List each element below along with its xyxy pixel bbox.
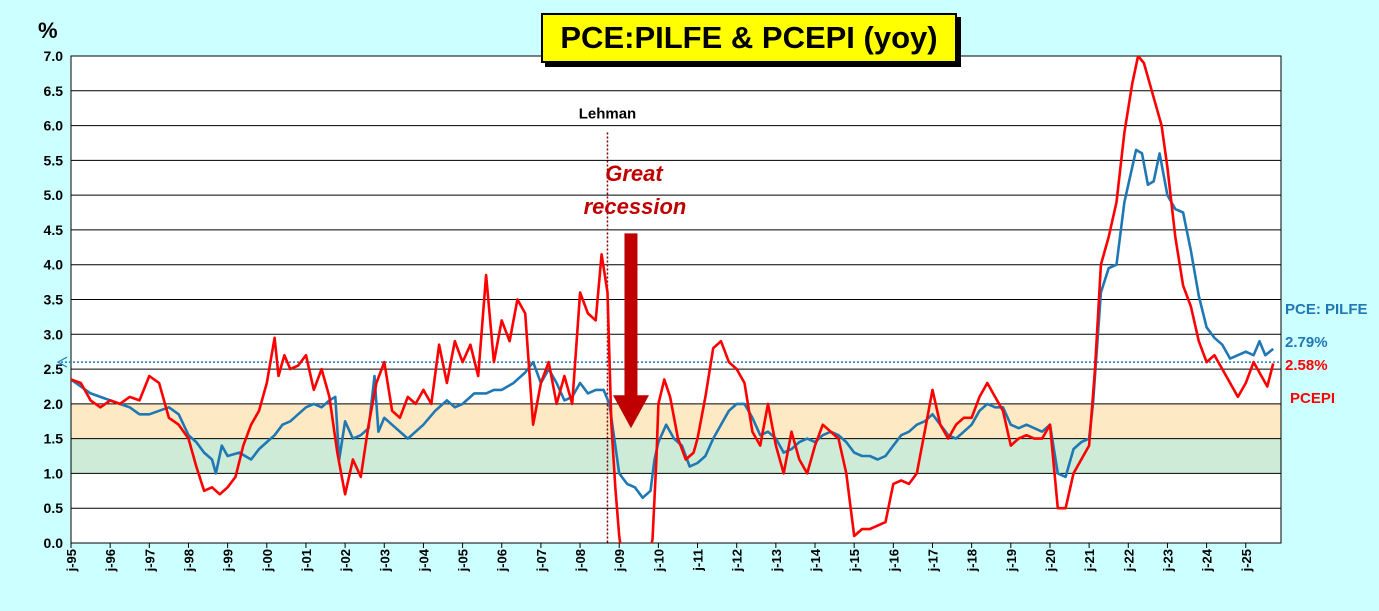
x-tick-label: j-24 bbox=[1200, 548, 1215, 572]
x-tick-label: j-06 bbox=[495, 549, 510, 572]
x-tick-label: j-16 bbox=[886, 549, 901, 572]
x-tick-label: j-25 bbox=[1239, 549, 1254, 572]
down-arrow-icon bbox=[612, 233, 649, 429]
reference-arrow-icon bbox=[56, 356, 68, 368]
x-tick-label: j-10 bbox=[651, 549, 666, 572]
x-tick-label: j-05 bbox=[456, 549, 471, 572]
y-tick-label: 5.0 bbox=[44, 187, 64, 203]
y-tick-label: 2.0 bbox=[44, 396, 64, 412]
x-tick-label: j-19 bbox=[1004, 549, 1019, 572]
y-tick-label: 2.5 bbox=[44, 361, 64, 377]
legend-pcepi-value: 2.58% bbox=[1285, 357, 1328, 374]
y-tick-label: 7.0 bbox=[44, 48, 64, 64]
y-tick-label: 3.5 bbox=[44, 292, 64, 308]
y-tick-label: 5.5 bbox=[44, 152, 64, 168]
x-tick-label: j-95 bbox=[64, 549, 79, 572]
x-tick-label: j-08 bbox=[573, 549, 588, 572]
legend-pcepi-label: PCEPI bbox=[1290, 390, 1336, 407]
x-tick-label: j-04 bbox=[416, 548, 431, 572]
x-tick-label: j-02 bbox=[338, 549, 353, 572]
x-tick-label: j-14 bbox=[808, 548, 823, 572]
x-tick-label: j-15 bbox=[847, 549, 862, 572]
x-tick-label: j-00 bbox=[260, 549, 275, 572]
x-tick-label: j-96 bbox=[103, 549, 118, 572]
legend-pilfe-value: 2.79% bbox=[1285, 334, 1328, 351]
chart-title: PCE:PILFE & PCEPI (yoy) bbox=[541, 13, 957, 63]
x-tick-label: j-03 bbox=[377, 549, 392, 572]
x-tick-label: j-17 bbox=[925, 549, 940, 572]
x-tick-label: j-97 bbox=[142, 549, 157, 572]
x-tick-label: j-13 bbox=[769, 549, 784, 572]
y-tick-label: 6.0 bbox=[44, 118, 64, 134]
x-tick-label: j-07 bbox=[534, 549, 549, 572]
series-line-pcepi bbox=[71, 56, 1275, 543]
y-tick-label: 0.0 bbox=[44, 535, 64, 551]
y-tick-label: 6.5 bbox=[44, 83, 64, 99]
x-tick-label: j-18 bbox=[965, 549, 980, 572]
x-tick-label: j-21 bbox=[1082, 549, 1097, 572]
legend-pilfe-label: PCE: PILFE bbox=[1285, 301, 1368, 318]
x-tick-label: j-99 bbox=[221, 549, 236, 572]
annotation-line-great: Great bbox=[605, 161, 664, 186]
y-tick-label: 4.0 bbox=[44, 257, 64, 273]
y-axis-unit: % bbox=[38, 18, 58, 43]
y-tick-label: 0.5 bbox=[44, 500, 64, 516]
x-tick-label: j-09 bbox=[612, 549, 627, 572]
x-tick-label: j-98 bbox=[181, 549, 196, 572]
x-tick-label: j-22 bbox=[1121, 549, 1136, 572]
annotation-line-recession: recession bbox=[584, 194, 687, 219]
x-tick-label: j-23 bbox=[1160, 549, 1175, 572]
y-tick-label: 4.5 bbox=[44, 222, 64, 238]
x-tick-label: j-01 bbox=[299, 549, 314, 572]
x-tick-label: j-11 bbox=[691, 549, 706, 572]
y-tick-label: 1.0 bbox=[44, 465, 64, 481]
x-tick-label: j-12 bbox=[730, 549, 745, 572]
y-tick-label: 3.0 bbox=[44, 326, 64, 342]
y-tick-label: 1.5 bbox=[44, 431, 64, 447]
event-label-lehman: Lehman bbox=[579, 106, 637, 123]
x-tick-label: j-20 bbox=[1043, 549, 1058, 572]
